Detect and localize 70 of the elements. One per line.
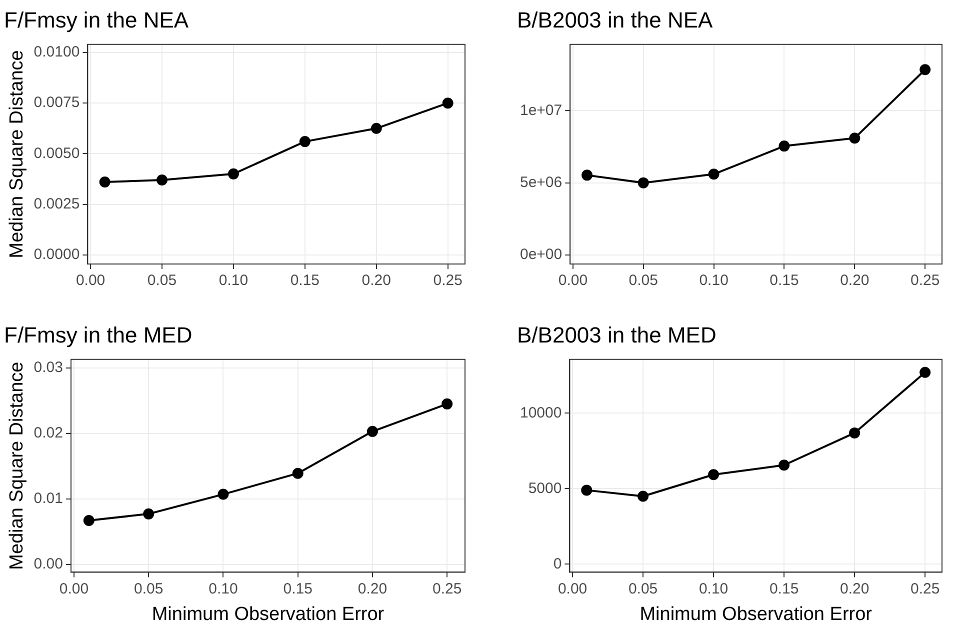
- x-tick-label: 0.15: [770, 272, 799, 290]
- y-tick-label: 0: [553, 555, 562, 572]
- point: [218, 488, 229, 500]
- point: [638, 177, 649, 188]
- point: [442, 98, 454, 109]
- y-tick-label: 0.01: [34, 490, 63, 508]
- x-tick-label: 0.10: [208, 580, 238, 598]
- point: [299, 136, 310, 148]
- point: [99, 176, 110, 188]
- y-tick-label: 1e+07: [520, 102, 562, 119]
- point: [156, 174, 168, 186]
- point: [849, 427, 860, 438]
- x-tick-label: 0.25: [432, 580, 462, 598]
- point: [708, 168, 720, 180]
- y-tick-label: 0.0025: [34, 195, 80, 212]
- y-tick-label: 0e+00: [520, 246, 562, 264]
- y-tick-label: 0.03: [34, 359, 63, 376]
- x-tick-label: 0.25: [433, 272, 462, 290]
- x-tick-label: 0.10: [698, 580, 728, 598]
- y-tick-label: 5e+06: [520, 174, 562, 191]
- y-axis-title: Median Square Distance: [6, 50, 28, 258]
- x-tick-label: 0.05: [134, 580, 164, 598]
- point: [581, 484, 592, 496]
- x-tick-label: 0.15: [769, 580, 799, 598]
- x-tick-label: 0.10: [218, 272, 248, 290]
- y-tick-label: 5000: [528, 480, 562, 497]
- y-tick-label: 10000: [520, 404, 562, 422]
- x-axis-title: Minimum Observation Error: [640, 604, 873, 625]
- point: [920, 64, 931, 76]
- x-tick-label: 0.15: [290, 272, 320, 290]
- x-tick-label: 0.05: [147, 272, 177, 290]
- point: [366, 426, 378, 437]
- chart-title: F/Fmsy in the NEA: [4, 7, 189, 32]
- point: [778, 460, 790, 471]
- y-tick-label: 0.00: [34, 555, 63, 572]
- point: [228, 168, 239, 180]
- x-axis-title: Minimum Observation Error: [152, 604, 385, 625]
- x-tick-label: 0.20: [362, 272, 391, 290]
- point: [83, 514, 94, 526]
- chart-title: F/Fmsy in the MED: [4, 322, 192, 348]
- x-tick-label: 0.20: [358, 580, 388, 598]
- point: [849, 132, 860, 144]
- x-tick-label: 0.20: [840, 580, 870, 598]
- chart-title: B/B2003 in the NEA: [517, 7, 714, 32]
- x-tick-label: 0.20: [840, 272, 870, 290]
- chart-title: B/B2003 in the MED: [517, 322, 716, 348]
- x-tick-label: 0.00: [558, 272, 588, 290]
- x-tick-label: 0.25: [910, 272, 940, 290]
- x-tick-label: 0.10: [699, 272, 728, 290]
- x-tick-label: 0.25: [910, 580, 940, 598]
- point: [143, 508, 154, 520]
- x-tick-label: 0.15: [283, 580, 312, 598]
- y-tick-label: 0.0050: [34, 144, 80, 162]
- x-tick-label: 0.05: [628, 580, 658, 598]
- point: [638, 490, 649, 502]
- point: [708, 469, 720, 480]
- y-tick-label: 0.0000: [34, 246, 80, 264]
- point: [370, 122, 382, 134]
- y-tick-label: 0.0100: [34, 44, 80, 61]
- point: [292, 468, 304, 479]
- y-tick-label: 0.02: [34, 424, 63, 442]
- y-tick-label: 0.0075: [34, 94, 80, 112]
- point: [778, 140, 790, 152]
- x-tick-label: 0.05: [628, 272, 658, 290]
- point: [920, 366, 931, 378]
- x-tick-label: 0.00: [76, 272, 106, 290]
- x-tick-label: 0.00: [558, 580, 588, 598]
- y-axis-title: Median Square Distance: [6, 362, 28, 570]
- point: [442, 398, 453, 410]
- point: [582, 170, 593, 181]
